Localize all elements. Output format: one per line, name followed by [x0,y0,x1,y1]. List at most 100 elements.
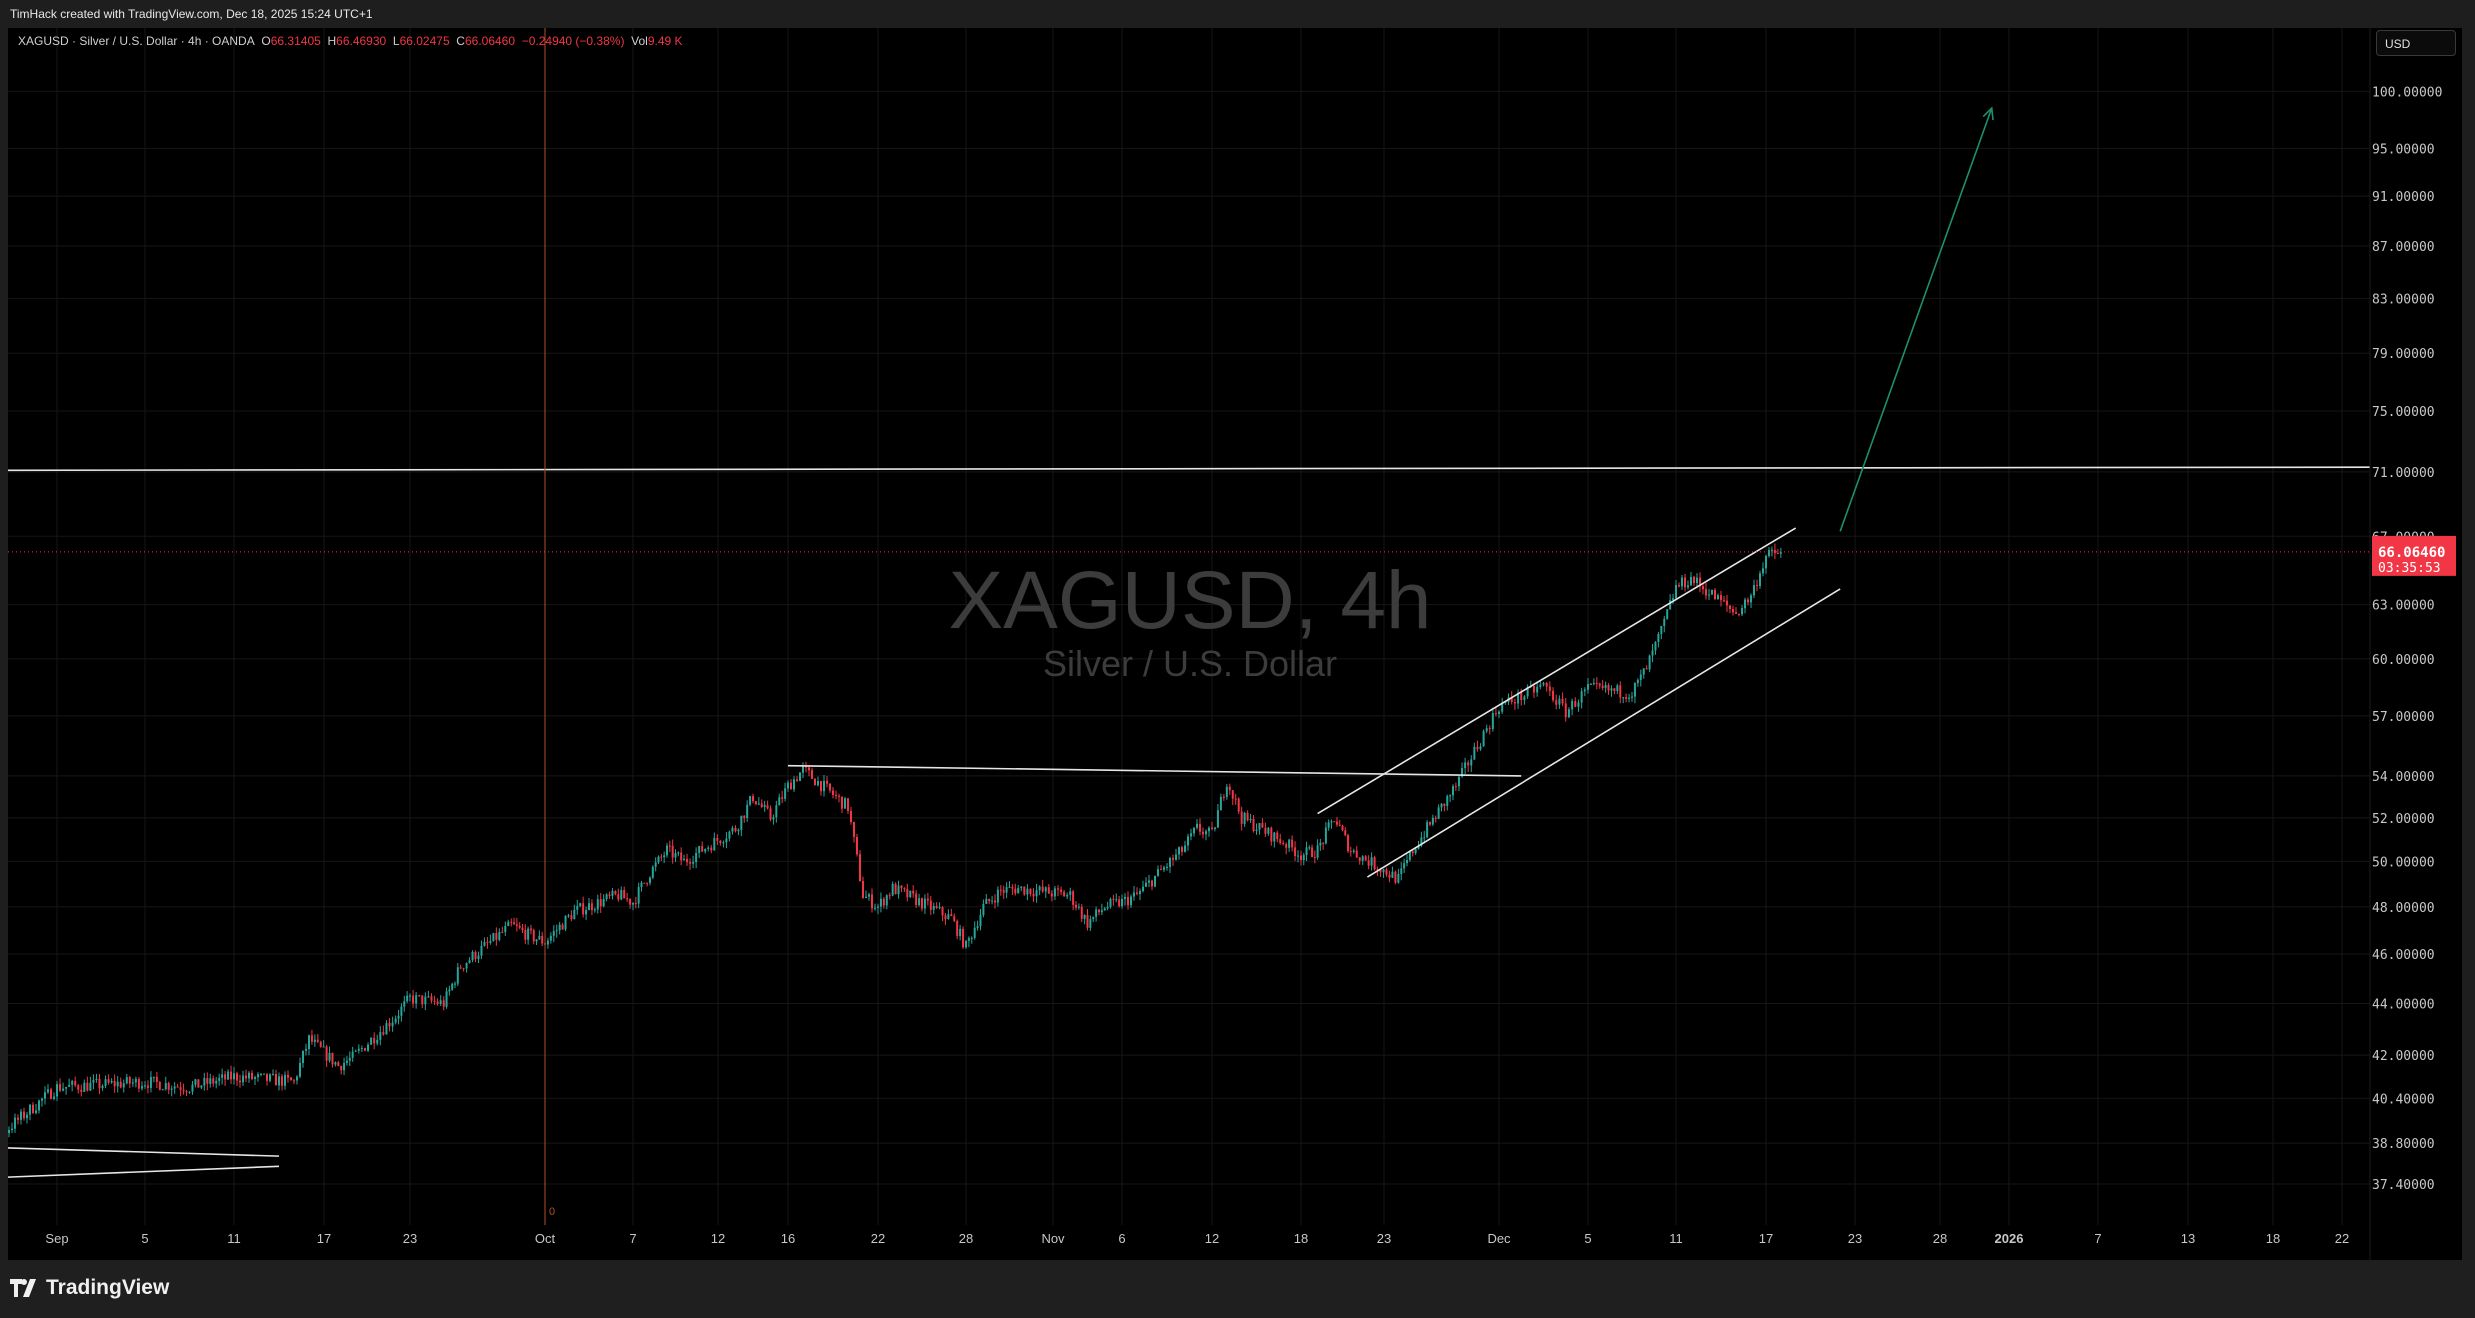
candle-body [152,1076,155,1078]
candle-body [424,996,427,1005]
candle-body [1311,847,1314,857]
candle-body [1449,795,1452,797]
candle-body [602,899,605,907]
price-tick-label: 57.00000 [2372,710,2435,725]
candle-body [334,1062,337,1065]
candle-body [1319,842,1322,846]
candle-body [1654,641,1657,651]
candle-body [1461,768,1464,777]
candle-body [1190,833,1192,837]
candle-body [626,898,629,900]
price-chart[interactable]: 100.00000 95.00000 91.00000 87.00000 83.0000… [8,28,2462,1260]
time-tick-label: Nov [1041,1231,1065,1246]
candle-body [1017,888,1020,894]
candle-body [370,1037,373,1045]
candle-body [412,995,415,1004]
candle-body [319,1041,322,1047]
candle-body [1175,854,1177,860]
candle-body [430,996,433,1001]
candle-body [92,1079,95,1083]
candle-body [227,1071,230,1080]
currency-button[interactable]: USD [2376,30,2456,56]
candle-body [1002,890,1005,893]
candle-body [1106,906,1109,909]
candle-body [865,896,867,899]
candle-body [1376,869,1379,871]
candle-body [859,854,861,882]
candle-body [716,837,719,841]
time-tick-label: 6 [1118,1231,1125,1246]
candle-body [134,1079,137,1083]
candle-body [137,1079,140,1089]
price-tick-label: 37.40000 [2372,1178,2435,1193]
candle-body [1610,688,1613,691]
candle-body [985,898,988,904]
candle-body [77,1085,80,1090]
candle-body [363,1048,366,1051]
bar-countdown: 03:35:53 [2378,561,2441,576]
candle-body [1491,713,1494,730]
candle-body [11,1128,13,1130]
candle-body [427,996,430,998]
candle-body [689,862,692,864]
price-tick-label: 79.00000 [2372,347,2435,362]
candle-body [1467,762,1470,766]
price-tick-label: 63.00000 [2372,599,2435,614]
candle-body [944,915,947,920]
candle-body [1047,887,1050,894]
candle-body [1053,888,1056,897]
candle-body [433,1000,436,1002]
candle-body [1765,555,1767,569]
candle-body [1564,703,1567,718]
candle-body [290,1077,292,1081]
chart-pane[interactable]: 100.00000 95.00000 91.00000 87.00000 83.0000… [8,28,2462,1260]
candle-body [1231,790,1234,799]
candle-body [1473,746,1476,760]
candle-body [1406,859,1408,864]
candle-body [1285,844,1288,848]
candle-body [982,903,985,916]
candle-body [1305,847,1308,856]
candle-body [1255,829,1258,831]
candle-body [823,780,825,792]
candle-body [409,995,411,997]
candle-body [1130,896,1132,906]
candle-body [947,914,950,920]
candle-body [1023,886,1026,895]
candle-body [929,900,932,910]
candle-body [979,915,982,927]
candle-body [1595,683,1598,685]
candle-body [965,940,967,948]
candle-body [1338,824,1341,826]
candle-body [663,855,666,858]
candle-body [1273,832,1276,842]
time-tick-label: 22 [871,1231,885,1246]
candle-body [1252,818,1255,831]
high-label: H [327,34,337,48]
time-tick-label: 13 [2181,1231,2195,1246]
candle-body [107,1079,110,1083]
candle-body [1011,886,1014,889]
candle-body [418,995,421,997]
candle-body [403,1001,406,1007]
candle-body [1696,577,1698,584]
candle-body [104,1079,107,1086]
candle-body [527,928,530,940]
candle-body [549,935,552,941]
candle-body [215,1080,218,1084]
candle-body [868,894,870,897]
candle-body [1142,886,1144,892]
symbol-description[interactable]: XAGUSD · Silver / U.S. Dollar · 4h · OAN… [18,34,255,48]
candle-body [932,906,935,910]
candle-body [632,903,634,905]
candle-body [504,926,507,933]
candle-body [486,941,489,943]
candle-body [1148,880,1150,883]
price-tick-label: 75.00000 [2372,405,2435,420]
candle-body [1086,915,1089,928]
tradingview-logo[interactable]: TradingView [10,1276,169,1300]
candle-body [1216,810,1219,828]
candle-body [1330,821,1333,823]
price-tick-label: 87.00000 [2372,240,2435,255]
candle-body [1708,594,1710,596]
